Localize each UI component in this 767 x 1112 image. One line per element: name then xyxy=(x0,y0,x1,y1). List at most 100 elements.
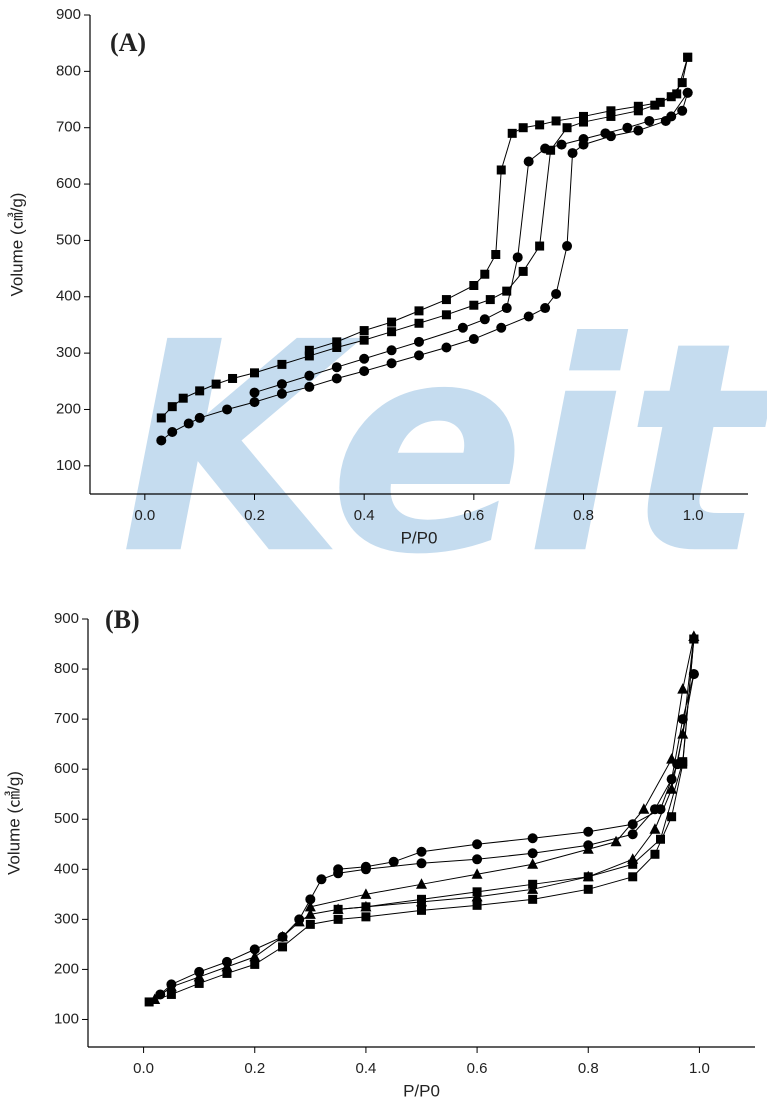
marker xyxy=(479,314,490,325)
marker xyxy=(633,106,643,116)
marker xyxy=(523,311,534,322)
marker xyxy=(211,379,221,389)
marker xyxy=(546,145,556,155)
x-tick-label: 0.6 xyxy=(467,1060,488,1077)
x-tick-label: 1.0 xyxy=(689,1060,710,1077)
marker xyxy=(633,101,643,111)
marker xyxy=(528,879,538,889)
marker xyxy=(249,387,260,398)
y-tick-label: 900 xyxy=(56,6,81,23)
marker xyxy=(221,960,233,972)
marker xyxy=(193,970,205,982)
marker xyxy=(472,900,482,910)
marker xyxy=(332,337,342,347)
marker xyxy=(502,286,512,296)
marker xyxy=(194,412,205,423)
marker xyxy=(656,834,666,844)
marker xyxy=(582,843,594,854)
x-tick-label: 0.0 xyxy=(134,507,155,524)
x-tick-label: 0.6 xyxy=(463,507,484,524)
marker xyxy=(667,812,677,822)
marker xyxy=(361,902,371,912)
watermark: Keit xyxy=(120,281,767,618)
y-tick-label: 900 xyxy=(54,610,79,627)
marker xyxy=(633,125,644,136)
marker xyxy=(156,435,167,446)
series-line xyxy=(159,673,695,995)
marker xyxy=(540,143,551,154)
marker xyxy=(677,683,689,694)
y-axis-label: Volume (㎤/g) xyxy=(4,771,23,875)
marker xyxy=(316,874,327,885)
marker xyxy=(441,342,452,353)
marker xyxy=(305,919,315,929)
marker xyxy=(165,980,177,992)
marker xyxy=(387,327,397,337)
marker xyxy=(361,912,371,922)
marker xyxy=(333,864,344,875)
marker xyxy=(518,123,528,133)
y-tick-label: 200 xyxy=(56,400,81,417)
marker xyxy=(527,858,539,869)
marker xyxy=(682,87,693,98)
marker xyxy=(683,52,693,62)
marker xyxy=(677,728,689,739)
marker xyxy=(417,905,426,915)
marker xyxy=(304,900,316,912)
marker xyxy=(579,111,588,121)
marker xyxy=(535,120,545,130)
marker xyxy=(622,122,633,133)
marker xyxy=(666,111,677,122)
marker xyxy=(332,342,342,352)
y-tick-label: 700 xyxy=(54,710,79,727)
marker xyxy=(388,856,399,867)
marker xyxy=(250,959,260,969)
marker xyxy=(414,306,424,316)
marker xyxy=(416,858,427,869)
y-tick-label: 400 xyxy=(56,288,81,305)
x-tick-label: 0.2 xyxy=(244,1060,265,1077)
y-tick-label: 300 xyxy=(56,344,81,361)
marker xyxy=(535,241,545,251)
y-axis-label: Volume (㎤/g) xyxy=(7,193,26,297)
y-tick-label: 800 xyxy=(54,660,79,677)
marker xyxy=(416,846,427,857)
marker xyxy=(650,100,660,110)
marker xyxy=(333,904,343,914)
marker xyxy=(249,397,260,408)
marker xyxy=(610,835,622,847)
marker xyxy=(556,139,567,150)
marker xyxy=(386,345,397,356)
marker xyxy=(276,388,287,399)
y-tick-label: 200 xyxy=(54,960,79,977)
marker xyxy=(469,300,479,310)
marker xyxy=(304,345,314,355)
marker xyxy=(507,128,517,138)
marker xyxy=(417,894,426,904)
x-tick-label: 0.4 xyxy=(354,507,375,524)
marker xyxy=(650,849,660,859)
marker xyxy=(167,402,177,412)
series-line xyxy=(338,638,695,910)
marker xyxy=(551,288,562,299)
marker xyxy=(627,829,638,840)
marker xyxy=(416,878,427,889)
marker xyxy=(496,165,506,175)
series-line xyxy=(154,636,695,1000)
marker xyxy=(540,303,551,314)
marker xyxy=(579,117,588,127)
marker xyxy=(166,989,176,999)
marker xyxy=(578,133,589,144)
x-axis-label: P/P0 xyxy=(403,1081,440,1100)
marker xyxy=(628,859,638,869)
marker xyxy=(249,944,260,955)
marker xyxy=(496,322,507,333)
marker xyxy=(167,427,178,438)
marker xyxy=(228,373,238,383)
chart-title: (A) xyxy=(110,28,146,57)
x-tick-label: 0.4 xyxy=(355,1060,376,1077)
y-tick-label: 100 xyxy=(56,457,81,474)
marker xyxy=(359,326,369,336)
marker xyxy=(250,368,259,378)
marker xyxy=(304,351,314,361)
